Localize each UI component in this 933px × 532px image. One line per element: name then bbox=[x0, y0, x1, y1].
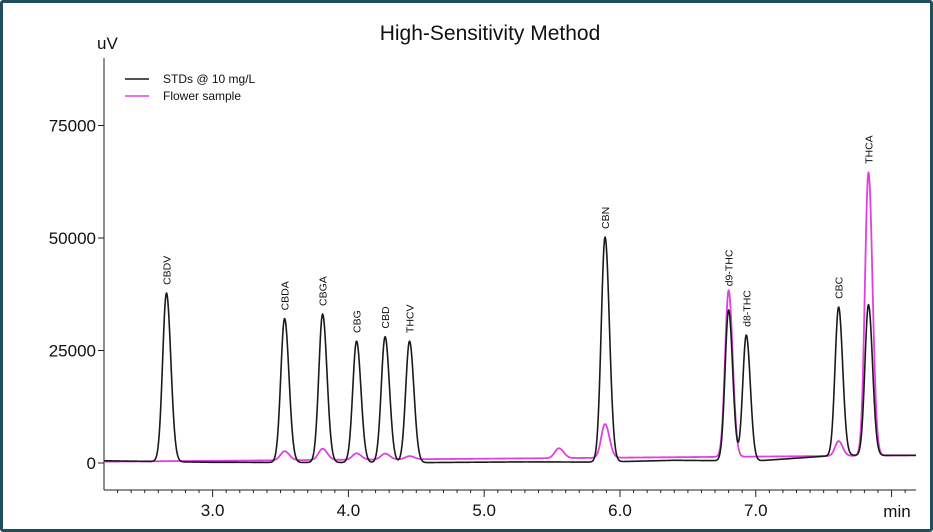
peak-label: CBG bbox=[352, 310, 364, 333]
legend: STDs @ 10 mg/L Flower sample bbox=[125, 72, 256, 103]
peak-label: THCA bbox=[864, 135, 876, 164]
peak-label: CBDV bbox=[162, 256, 174, 285]
peak-label: CBD bbox=[380, 306, 392, 329]
x-tick-label: 6.0 bbox=[608, 501, 632, 520]
x-tick-label: 7.0 bbox=[744, 501, 768, 520]
legend-label-flower: Flower sample bbox=[163, 89, 241, 103]
peak-label: CBN bbox=[600, 207, 612, 229]
x-ticks: 3.0 4.0 5.0 6.0 7.0 bbox=[117, 490, 906, 520]
peak-label: THCV bbox=[405, 305, 417, 334]
x-tick-label: 4.0 bbox=[337, 501, 361, 520]
trace-flower-sample bbox=[103, 171, 917, 463]
peak-label: d9-THC bbox=[724, 249, 736, 286]
x-axis-unit: min bbox=[883, 502, 910, 521]
peak-label: CBDA bbox=[280, 281, 292, 310]
legend-label-stds: STDs @ 10 mg/L bbox=[163, 72, 256, 86]
chart-title: High-Sensitivity Method bbox=[380, 22, 601, 45]
peak-label: CBGA bbox=[318, 276, 330, 306]
x-tick-label: 5.0 bbox=[472, 501, 496, 520]
traces bbox=[103, 171, 917, 464]
y-ticks: 0 25000 50000 75000 bbox=[49, 117, 104, 473]
y-tick-label: 25000 bbox=[49, 342, 96, 361]
y-tick-label: 75000 bbox=[49, 117, 96, 136]
y-tick-label: 0 bbox=[87, 454, 96, 473]
x-tick-label: 3.0 bbox=[201, 501, 225, 520]
peak-label: CBC bbox=[834, 276, 846, 299]
y-axis-unit: uV bbox=[97, 34, 118, 53]
y-tick-label: 50000 bbox=[49, 229, 96, 248]
trace-stds bbox=[103, 236, 917, 464]
peak-labels: CBDV CBDA CBGA CBG CBD THCV CBN d9-THC d8-THC CBC… bbox=[162, 135, 876, 333]
peak-label: d8-THC bbox=[741, 290, 753, 327]
